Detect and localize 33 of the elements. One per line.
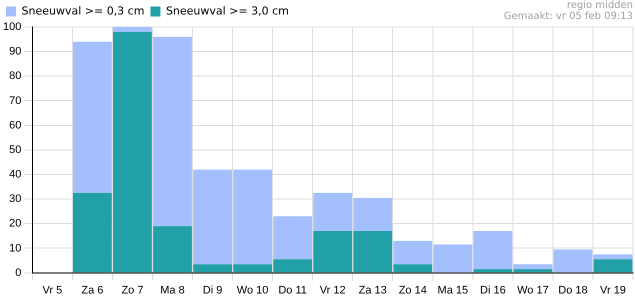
bar	[72, 42, 112, 193]
legend-label: Sneeuwval >= 3,0 cm	[166, 4, 289, 18]
y-tick-label: 0	[15, 266, 22, 279]
y-tick-label: 60	[9, 119, 22, 132]
x-tick-label: Do 18	[558, 284, 588, 296]
y-tick-label: 10	[9, 242, 22, 254]
x-tick-label: Di 9	[202, 284, 222, 296]
y-tick-label: 100	[2, 21, 22, 34]
x-tick-label: Za 6	[81, 284, 104, 296]
y-tick-label: 50	[9, 144, 22, 156]
y-tick-label: 20	[9, 218, 22, 230]
x-tick-label: Wo 10	[236, 284, 268, 296]
bar	[594, 259, 632, 272]
y-tick-label: 80	[9, 70, 22, 82]
x-tick-label: Ma 15	[438, 284, 468, 296]
x-tick-label: Vr 5	[42, 284, 62, 296]
x-tick-label: Di 16	[480, 284, 506, 296]
x-tick-label: Zo 7	[121, 284, 144, 296]
x-tick-label: Za 13	[358, 284, 387, 296]
x-tick-label: Ma 8	[160, 284, 185, 296]
text: regio midden	[566, 0, 633, 11]
x-tick-label: Wo 17	[517, 284, 549, 296]
legend-label: Sneeuwval >= 0,3 cm	[22, 4, 144, 18]
y-tick-label: 90	[9, 46, 22, 58]
y-tick-label: 40	[9, 168, 22, 181]
text: Gemaakt: vr 05 feb 09:13	[504, 11, 633, 22]
x-tick-label: Vr 12	[320, 284, 346, 296]
y-tick-label: 70	[9, 94, 22, 107]
y-tick-label: 30	[9, 193, 22, 206]
x-tick-label: Vr 19	[600, 284, 626, 296]
bar	[113, 27, 152, 32]
x-tick-label: Do 11	[278, 284, 307, 296]
x-tick-label: Zo 14	[398, 284, 427, 296]
